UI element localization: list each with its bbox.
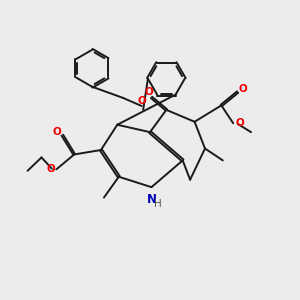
Text: O: O [137,96,146,106]
Text: O: O [53,127,62,136]
Text: O: O [239,84,248,94]
Text: H: H [154,199,161,209]
Text: O: O [144,87,153,97]
Text: N: N [146,193,157,206]
Text: O: O [46,164,55,174]
Text: O: O [236,118,244,128]
